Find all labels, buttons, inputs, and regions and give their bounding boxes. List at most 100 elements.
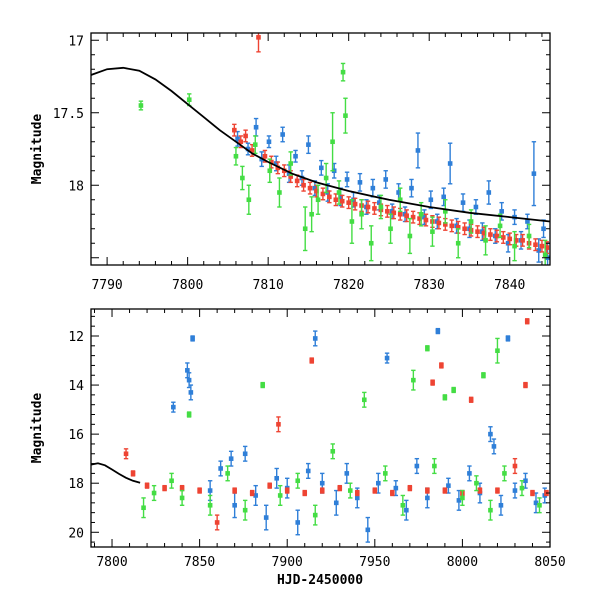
bottom-point-blue [218, 460, 223, 477]
bottom-point-blue [253, 484, 258, 506]
bottom-point-green [225, 465, 230, 482]
bottom-point-red [425, 487, 430, 494]
top-point-red [423, 213, 429, 227]
top-point-red [410, 210, 416, 224]
top-point-red [475, 225, 480, 239]
bottom-point-blue [491, 438, 497, 455]
bottom-point-blue [305, 462, 311, 479]
top-point-blue [415, 132, 421, 169]
top-point-green [388, 213, 393, 244]
bottom-xtick-label: 7800 [96, 555, 127, 570]
bottom-point-green [425, 345, 430, 352]
top-point-blue [245, 142, 251, 156]
bottom-point-red [495, 487, 500, 494]
top-point-blue [280, 126, 285, 143]
bottom-ytick-label: 16 [68, 428, 84, 443]
bottom-ytick-label: 14 [68, 379, 84, 394]
top-point-red [494, 229, 500, 243]
bottom-point-red [197, 487, 202, 494]
top-point-red [339, 194, 345, 208]
top-point-red [385, 204, 390, 218]
bottom-point-red [179, 484, 185, 492]
top-point-red [269, 155, 274, 169]
bottom-point-red [530, 489, 535, 497]
bottom-point-green [169, 472, 174, 489]
top-ytick-label: 17 [68, 34, 84, 49]
bottom-point-red [523, 381, 528, 389]
bottom-point-blue [512, 482, 518, 499]
bottom-point-blue [467, 465, 472, 482]
top-point-red [275, 161, 281, 175]
top-model-curve [91, 66, 550, 223]
bottom-xtick-label: 8000 [447, 555, 478, 570]
top-point-blue [344, 171, 350, 188]
top-point-blue [486, 180, 492, 205]
bottom-point-red [249, 489, 255, 497]
top-ytick-label: 17.5 [53, 107, 84, 122]
top-xtick-label: 7810 [253, 278, 284, 293]
top-point-red [307, 181, 313, 195]
bottom-point-green [295, 472, 301, 489]
bottom-point-red [284, 487, 290, 494]
top-point-red [462, 222, 467, 236]
top-point-green [397, 187, 403, 213]
top-point-green [526, 223, 532, 249]
top-point-red [346, 196, 351, 210]
bottom-point-blue [171, 401, 176, 413]
top-point-green [330, 112, 335, 172]
top-point-green [443, 199, 448, 224]
top-point-blue [447, 142, 453, 185]
top-point-green [302, 206, 308, 252]
bottom-point-blue [404, 499, 409, 521]
top-point-green [323, 162, 329, 194]
top-point-green [349, 199, 355, 244]
bottom-point-red [337, 484, 343, 492]
bottom-point-red [123, 448, 129, 460]
top-point-green [138, 100, 144, 111]
top-point-blue [428, 190, 434, 210]
bottom-point-red [309, 357, 315, 364]
bottom-point-red [214, 514, 220, 531]
bottom-point-green [347, 482, 353, 499]
top-point-blue [266, 135, 272, 149]
top-point-blue [306, 135, 311, 155]
bottom-ytick-label: 18 [68, 477, 84, 492]
bottom-point-red [430, 379, 435, 386]
top-point-green [240, 165, 245, 191]
bottom-point-red [319, 487, 325, 494]
bottom-point-green [537, 497, 542, 514]
bottom-ylabel: Magnitude [30, 393, 45, 464]
top-point-red [365, 200, 371, 214]
bottom-point-blue [185, 362, 190, 379]
bottom-point-blue [295, 509, 301, 536]
top-point-green [418, 201, 424, 227]
bottom-point-green [207, 494, 213, 516]
bottom-point-green [361, 391, 367, 408]
top-point-green [430, 216, 435, 247]
bottom-point-green [411, 369, 416, 391]
bottom-point-blue [365, 516, 371, 543]
bottom-series-red [123, 318, 549, 531]
top-point-red [243, 129, 248, 143]
top-point-blue [357, 172, 363, 192]
top-point-red [500, 230, 506, 244]
top-point-red [449, 219, 455, 233]
bottom-panel: 7800 7850 7900 7950 8000 8050 12 14 16 18 20 Magni… [30, 308, 566, 588]
bottom-point-red [512, 457, 518, 475]
top-point-green [336, 180, 342, 205]
bottom-point-blue [498, 494, 504, 516]
bottom-point-green [186, 411, 192, 418]
top-xtick-label: 7830 [414, 278, 445, 293]
bottom-series-green [141, 337, 542, 526]
top-point-red [256, 33, 261, 53]
top-point-green [246, 184, 252, 215]
top-xtick-label: 7790 [91, 278, 122, 293]
bottom-point-red [477, 487, 483, 494]
top-xtick-label: 7820 [333, 278, 364, 293]
top-point-green [288, 151, 294, 176]
bottom-point-green [242, 499, 248, 521]
bottom-point-red [407, 484, 413, 492]
bottom-xtick-label: 8050 [534, 555, 565, 570]
top-point-blue [531, 141, 537, 207]
